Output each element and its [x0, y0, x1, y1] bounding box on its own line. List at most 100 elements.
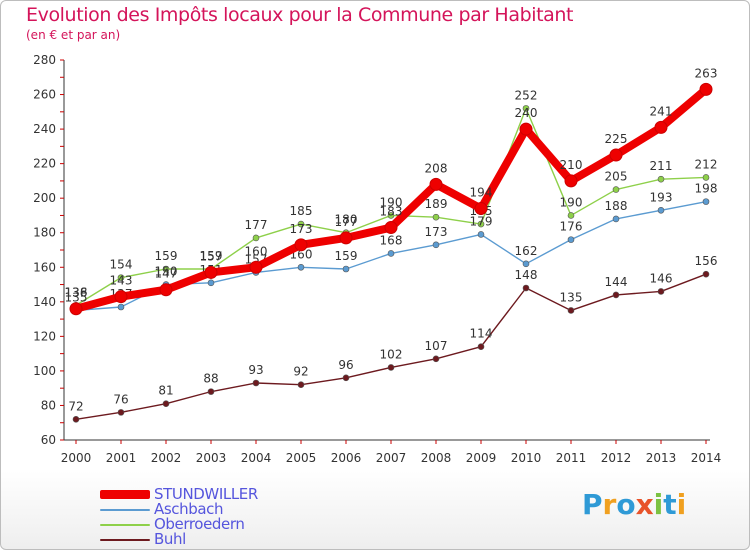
- logo-letter: r: [602, 488, 617, 521]
- logo-letter: i: [653, 488, 664, 521]
- data-point: [339, 231, 353, 245]
- data-point: [252, 234, 260, 242]
- data-label: 188: [605, 199, 628, 213]
- data-label: 208: [425, 161, 448, 175]
- x-tick-label: 2010: [511, 451, 542, 465]
- data-label: 225: [605, 132, 628, 146]
- data-label: 146: [650, 271, 673, 285]
- data-point: [117, 274, 125, 281]
- data-label: 148: [515, 268, 538, 282]
- data-point: [387, 250, 395, 257]
- logo-letter: i: [676, 488, 687, 521]
- legend-swatch: [100, 524, 150, 526]
- data-point: [387, 364, 395, 371]
- data-label: 189: [425, 197, 448, 211]
- data-label: 102: [380, 347, 403, 361]
- y-tick-label: 100: [33, 364, 56, 378]
- data-point: [477, 220, 485, 228]
- data-point: [117, 303, 125, 311]
- data-point: [252, 379, 260, 387]
- y-tick-label: 60: [41, 433, 56, 447]
- data-point: [297, 381, 305, 389]
- data-label: 135: [65, 290, 88, 304]
- x-tick-label: 2011: [556, 451, 587, 465]
- x-tick-label: 2000: [61, 451, 92, 465]
- y-tick-label: 200: [33, 191, 56, 205]
- x-tick-label: 2006: [331, 451, 362, 465]
- logo-letter: t: [663, 488, 677, 521]
- y-tick-label: 140: [33, 295, 56, 309]
- x-tick-label: 2013: [646, 451, 677, 465]
- x-tick-label: 2003: [196, 451, 227, 465]
- x-tick-label: 2012: [601, 451, 632, 465]
- data-label: 190: [380, 195, 403, 209]
- data-point: [429, 177, 443, 191]
- y-tick-label: 220: [33, 157, 56, 171]
- data-point: [477, 343, 485, 351]
- data-label: 179: [470, 214, 493, 228]
- data-point: [387, 212, 395, 219]
- data-point: [567, 236, 575, 243]
- data-label: 252: [515, 88, 538, 102]
- data-label: 173: [425, 225, 448, 239]
- data-point: [657, 206, 665, 214]
- data-point: [519, 122, 533, 136]
- data-label: 93: [248, 363, 263, 377]
- y-tick-label: 240: [33, 122, 56, 136]
- data-point: [657, 175, 665, 183]
- legend-label: Buhl: [154, 530, 186, 548]
- x-tick-label: 2005: [286, 451, 317, 465]
- data-point: [702, 270, 710, 278]
- data-label: 156: [695, 254, 718, 268]
- legend-label: Aschbach: [154, 500, 224, 518]
- data-point: [69, 302, 83, 316]
- y-tick-label: 180: [33, 226, 56, 240]
- data-label: 177: [335, 215, 358, 229]
- x-tick-label: 2001: [106, 451, 137, 465]
- data-label: 159: [335, 249, 358, 263]
- logo-letter: x: [635, 488, 654, 521]
- data-label: 114: [470, 327, 493, 341]
- data-point: [612, 186, 620, 193]
- legend-label: Oberroedern: [154, 515, 245, 533]
- y-tick-label: 280: [33, 53, 56, 67]
- data-point: [654, 120, 668, 134]
- data-point: [522, 105, 530, 112]
- data-label: 177: [245, 218, 268, 232]
- data-label: 168: [380, 233, 403, 247]
- y-tick-label: 260: [33, 88, 56, 102]
- data-label: 157: [200, 249, 223, 263]
- data-point: [114, 290, 128, 304]
- data-point: [477, 231, 485, 238]
- data-point: [162, 265, 170, 273]
- data-label: 176: [560, 220, 583, 234]
- data-label: 162: [515, 244, 538, 258]
- data-point: [522, 260, 530, 268]
- data-point: [522, 284, 530, 292]
- data-point: [702, 198, 710, 205]
- data-label: 150: [155, 265, 178, 279]
- data-label: 180: [335, 213, 358, 227]
- data-label: 159: [200, 249, 223, 263]
- y-tick-label: 80: [41, 398, 56, 412]
- data-label: 198: [695, 182, 718, 196]
- y-tick-label: 160: [33, 260, 56, 274]
- data-label: 138: [65, 285, 88, 299]
- logo-letter: P: [582, 488, 603, 521]
- data-point: [612, 215, 620, 223]
- data-point: [297, 263, 305, 271]
- legend-swatch: [100, 539, 150, 541]
- data-label: 193: [650, 190, 673, 204]
- data-label: 173: [290, 222, 313, 236]
- data-label: 76: [113, 392, 128, 406]
- chart-subtitle: (en € et par an): [26, 28, 121, 42]
- data-point: [612, 291, 620, 299]
- data-label: 205: [605, 170, 628, 184]
- legend-item: Aschbach: [100, 500, 360, 518]
- data-label: 81: [158, 384, 173, 398]
- chart-title: Evolution des Impôts locaux pour la Comm…: [26, 4, 574, 26]
- data-label: 240: [515, 106, 538, 120]
- data-point: [72, 415, 80, 423]
- data-point: [162, 400, 170, 408]
